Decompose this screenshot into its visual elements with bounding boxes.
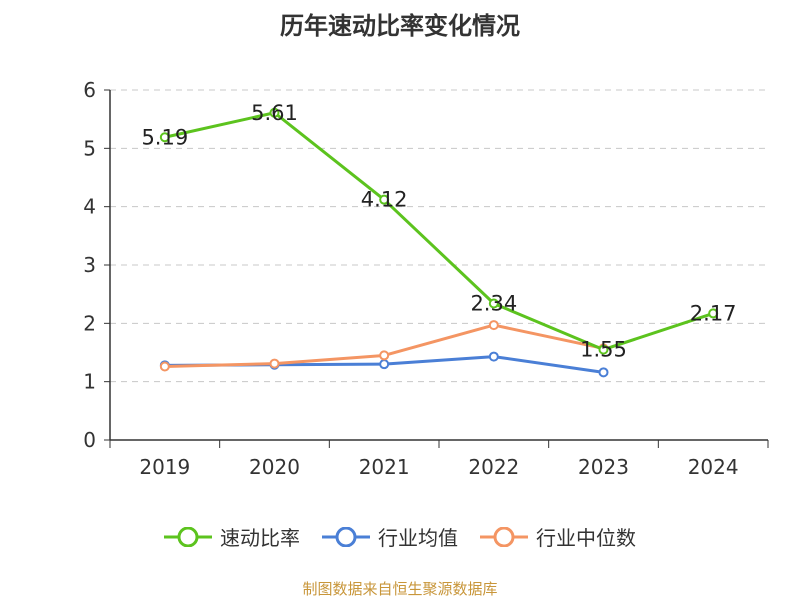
y-tick-label: 5	[83, 136, 96, 160]
data-point-1-2[interactable]	[379, 359, 390, 370]
axes: 0 1 2 3 4 5 6 2019 2020 2021 2022 2023 2024	[83, 78, 769, 479]
x-tick-label: 2021	[359, 455, 410, 479]
data-labels: 5.19 5.61 4.12 2.34 1.55 2.17	[141, 101, 736, 362]
x-tick-label: 2019	[139, 455, 190, 479]
data-point-0-5[interactable]	[708, 308, 719, 319]
series-lines	[159, 107, 719, 378]
x-tick-label: 2022	[468, 455, 519, 479]
data-point-2-0[interactable]	[159, 361, 170, 372]
legend-item-series-1[interactable]: 行业均值	[322, 522, 458, 551]
legend: 速动比率 行业均值 行业中位数	[0, 522, 800, 551]
data-point-1-4[interactable]	[598, 367, 609, 378]
chart-title: 历年速动比率变化情况	[280, 12, 520, 40]
y-tick-label: 6	[83, 78, 96, 102]
data-point-0-2[interactable]	[379, 194, 390, 205]
data-label: 2.17	[690, 301, 737, 325]
legend-label: 行业均值	[378, 526, 458, 550]
y-tick-label: 4	[83, 195, 96, 219]
y-tick-label: 0	[83, 428, 96, 452]
legend-item-series-0[interactable]: 速动比率	[164, 522, 300, 551]
x-tick-label: 2024	[688, 455, 739, 479]
y-tick-label: 2	[83, 311, 96, 335]
data-point-0-0[interactable]	[159, 132, 170, 143]
data-point-2-2[interactable]	[379, 350, 390, 361]
legend-label: 速动比率	[220, 526, 300, 550]
data-point-0-3[interactable]	[488, 298, 499, 309]
series-line-0	[164, 111, 714, 352]
legend-label: 行业中位数	[536, 526, 636, 550]
data-label: 1.55	[580, 338, 627, 362]
data-source-note: 制图数据来自恒生聚源数据库	[302, 580, 498, 598]
data-point-1-3[interactable]	[488, 351, 499, 362]
data-label: 5.61	[251, 101, 298, 125]
x-tick-label: 2023	[578, 455, 629, 479]
y-tick-label: 3	[83, 253, 96, 277]
data-label: 4.12	[361, 188, 408, 212]
legend-marker-icon	[322, 526, 370, 547]
data-point-0-4[interactable]	[598, 344, 609, 355]
x-tick-label: 2020	[249, 455, 300, 479]
data-point-2-1[interactable]	[269, 358, 280, 369]
legend-item-series-2[interactable]: 行业中位数	[480, 522, 636, 551]
data-label: 2.34	[470, 292, 517, 316]
y-tick-label: 1	[83, 370, 96, 394]
data-point-2-3[interactable]	[488, 320, 499, 331]
data-label: 5.19	[141, 125, 188, 149]
data-point-0-1[interactable]	[269, 107, 280, 118]
legend-marker-icon	[164, 526, 212, 547]
grid-lines	[110, 89, 768, 383]
legend-marker-icon	[480, 526, 528, 547]
